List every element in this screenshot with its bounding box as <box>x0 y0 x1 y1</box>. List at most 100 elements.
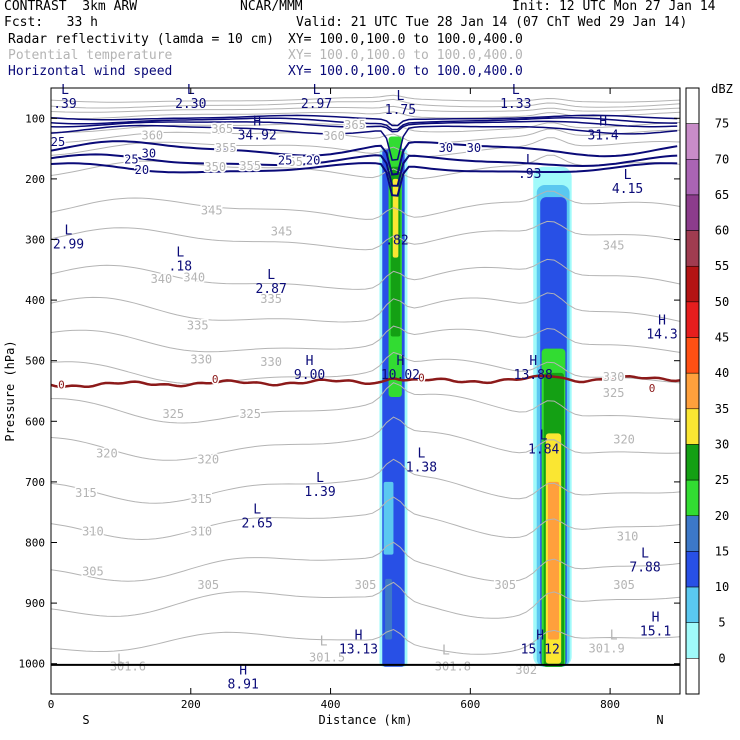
theta-contour-label: 325 <box>239 407 261 421</box>
x-axis-north-label: N <box>656 713 663 727</box>
theta-contour-label: 310 <box>617 529 639 543</box>
y-tick-label: 1000 <box>19 658 46 671</box>
theta-contour-label: 315 <box>190 492 212 506</box>
theta-isoline <box>51 94 680 103</box>
colorbar-swatch <box>685 159 700 196</box>
colorbar-swatch <box>685 515 700 552</box>
extremum-value: 1.39 <box>304 485 335 500</box>
extremum-symbol: L <box>397 89 405 104</box>
extremum-value: 15.12 <box>521 642 560 657</box>
theta-contour-label: 345 <box>271 225 293 239</box>
wind-isotach <box>51 140 678 176</box>
theta-isoline <box>51 382 680 424</box>
freezing-level-label: 0 <box>418 372 425 385</box>
theta-contour-label: 355 <box>215 141 237 155</box>
wind-contour-label: 25 <box>278 154 292 168</box>
wind-contour-label: 30 <box>467 141 481 155</box>
extremum-symbol: L <box>267 268 275 283</box>
theta-contour-label: 305 <box>82 565 104 579</box>
legend-wind-speed: Horizontal wind speed <box>8 64 173 79</box>
y-tick-label: 100 <box>25 112 45 125</box>
extremum-symbol: L <box>253 502 261 517</box>
header-institution: NCAR/MMM <box>240 0 303 14</box>
theta-isoline <box>51 128 680 144</box>
wind-contour-label: 25 <box>124 153 138 167</box>
header-valid-time: Valid: 21 UTC Tue 28 Jan 14 (07 ChT Wed … <box>296 15 688 30</box>
x-tick-label: 200 <box>181 698 201 711</box>
theta-contour-label: 301.8 <box>435 660 471 674</box>
freezing-level-label: 0 <box>58 378 65 391</box>
wind-contour-label: 30 <box>142 146 156 160</box>
legend-potential-temperature-xy: XY= 100.0,100.0 to 100.0,400.0 <box>288 48 523 63</box>
theta-contour-label: 335 <box>260 292 282 306</box>
theta-isoline <box>51 98 680 109</box>
theta-contour-label: 305 <box>355 578 377 592</box>
extremum-value: 4.15 <box>612 182 643 197</box>
x-tick-label: 400 <box>321 698 341 711</box>
theta-isoline <box>51 351 680 385</box>
extremum-symbol: L <box>540 428 548 443</box>
theta-contour-label: 301.5 <box>309 651 345 665</box>
colorbar-swatch <box>685 194 700 231</box>
colorbar-level-label: 60 <box>715 224 729 238</box>
colorbar-swatch <box>685 301 700 338</box>
y-tick-label: 200 <box>25 173 45 186</box>
x-tick-label: 800 <box>600 698 620 711</box>
theta-isoline <box>51 325 680 353</box>
theta-contour-label: 310 <box>82 525 104 539</box>
colorbar-swatch <box>685 444 700 481</box>
colorbar-level-label: 50 <box>715 295 729 309</box>
theta-contour-label: 355 <box>281 155 303 169</box>
extremum-symbol: H <box>306 354 314 369</box>
colorbar-level-label: 40 <box>715 366 729 380</box>
extremum-value: 2.87 <box>255 282 286 297</box>
colorbar-swatch <box>685 658 700 695</box>
extremum-symbol: L <box>526 153 534 168</box>
extremum-value: 2.65 <box>242 516 273 531</box>
theta-contour-label: 345 <box>603 239 625 253</box>
theta-contour-label: 360 <box>141 128 163 142</box>
colorbar-level-label: 55 <box>715 259 729 273</box>
legend-reflectivity-xy: XY= 100.0,100.0 to 100.0,400.0 <box>288 32 523 47</box>
extremum-value: 13.13 <box>339 642 378 657</box>
colorbar-swatch <box>685 372 700 410</box>
wind-contour-label: 30 <box>439 141 453 155</box>
extremum-value: 31.4 <box>587 129 618 144</box>
theta-isoline <box>51 458 680 504</box>
extremum-value: .39 <box>53 97 76 112</box>
extremum-symbol: L <box>641 547 649 562</box>
extremum-value: 1.33 <box>500 97 531 112</box>
theta-contour-label: 305 <box>613 578 635 592</box>
extremum-value: 2.99 <box>53 238 84 253</box>
colorbar-unit-label: dBZ <box>711 82 733 96</box>
colorbar-swatch <box>685 551 700 588</box>
legend-wind-speed-xy: XY= 100.0,100.0 to 100.0,400.0 <box>288 64 523 79</box>
wind-isotach <box>51 117 678 131</box>
colorbar-level-label: 75 <box>715 117 729 131</box>
extremum-symbol: H <box>599 115 607 130</box>
extremum-value: .18 <box>169 259 192 274</box>
theta-contour-label: 320 <box>613 432 635 446</box>
theta-contour-label: 350 <box>204 160 226 174</box>
colorbar-level-label: 5 <box>718 616 725 630</box>
colorbar-level-label: 10 <box>715 580 729 594</box>
colorbar-swatch <box>685 337 700 374</box>
extremum-symbol: L <box>176 245 184 260</box>
y-tick-label: 700 <box>25 476 45 489</box>
theta-contour-label: 365 <box>344 118 366 132</box>
extremum-symbol: H <box>397 354 405 369</box>
y-tick-label: 500 <box>25 355 45 368</box>
colorbar-level-label: 0 <box>718 651 725 665</box>
colorbar-level-label: 30 <box>715 437 729 451</box>
extremum-symbol: L <box>320 635 328 650</box>
theta-isoline <box>51 105 680 113</box>
colorbar-swatch <box>685 622 700 659</box>
extremum-symbol: H <box>529 354 537 369</box>
y-tick-label: 800 <box>25 537 45 550</box>
y-tick-label: 900 <box>25 597 45 610</box>
colorbar-swatch <box>685 586 700 623</box>
theta-contour-label: 340 <box>151 272 173 286</box>
extremum-value: 2.97 <box>301 97 332 112</box>
theta-isoline <box>51 496 680 541</box>
